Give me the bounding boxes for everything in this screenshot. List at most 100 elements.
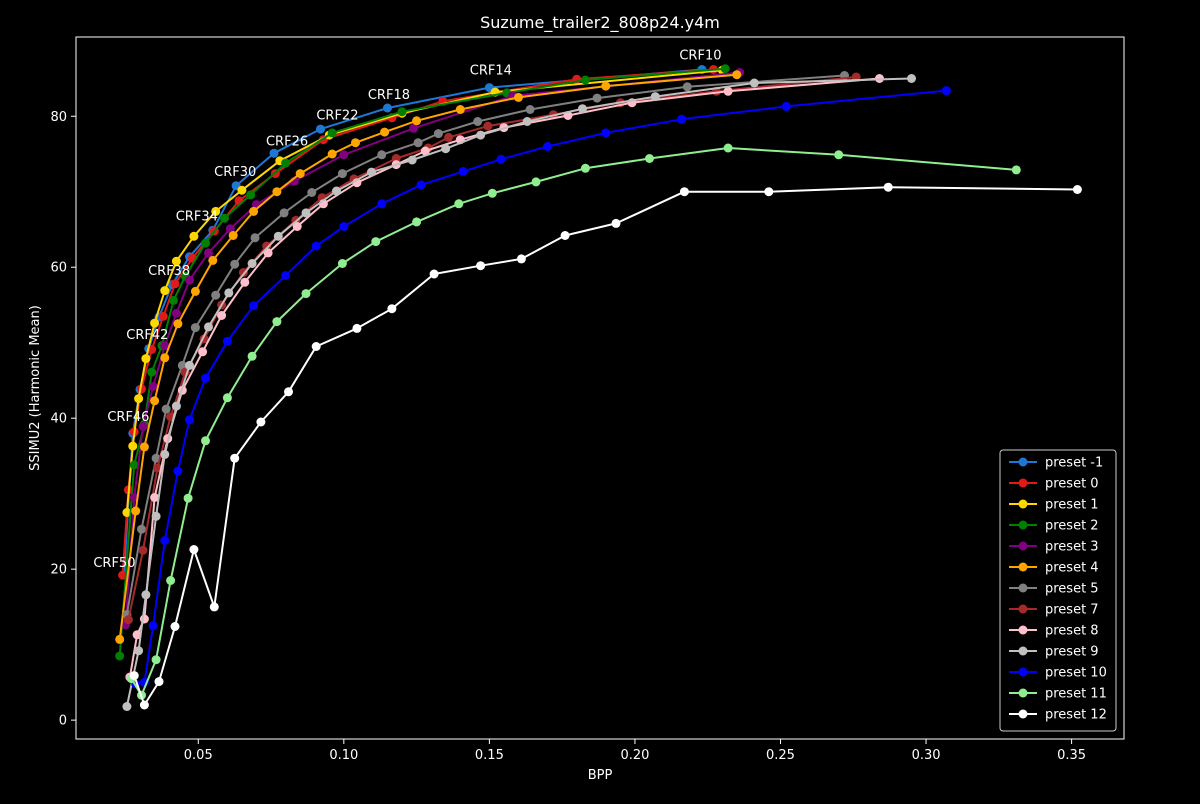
data-point: [941, 86, 951, 96]
data-point: [160, 536, 170, 545]
data-point: [339, 222, 349, 231]
y-tick-label: 20: [50, 563, 67, 578]
y-axis-label: SSIMU2 (Harmonic Mean): [28, 305, 43, 471]
data-point: [284, 387, 293, 397]
legend-label: preset 0: [1045, 477, 1099, 492]
legend-swatch-marker: [1018, 562, 1028, 572]
data-point: [514, 92, 523, 102]
data-point: [122, 702, 132, 711]
legend-swatch-marker: [1018, 520, 1028, 530]
legend-label: preset 8: [1045, 624, 1099, 639]
data-point: [160, 353, 170, 363]
data-point: [150, 493, 160, 502]
legend-label: preset 2: [1045, 519, 1099, 534]
x-tick-label: 0.10: [329, 748, 358, 763]
data-point: [311, 241, 321, 251]
legend-entry: preset 12: [1009, 708, 1107, 723]
legend-swatch-marker: [1018, 646, 1028, 656]
series-preset-4: [115, 70, 742, 644]
data-point: [611, 218, 621, 228]
legend-swatch-marker: [1018, 625, 1028, 635]
data-point: [883, 182, 893, 192]
legend-entry: preset 1: [1009, 498, 1099, 513]
data-point: [295, 169, 305, 179]
data-point: [522, 117, 532, 126]
x-tick-label: 0.20: [620, 748, 649, 763]
data-point: [764, 187, 774, 197]
data-point: [332, 186, 341, 196]
legend-swatch-marker: [1018, 499, 1028, 509]
data-point: [907, 74, 916, 83]
legend-swatch-marker: [1018, 583, 1028, 593]
y-tick-label: 60: [50, 261, 67, 276]
data-point: [139, 614, 149, 624]
data-point: [413, 138, 423, 148]
legend-entry: preset -1: [1009, 456, 1103, 471]
data-point: [256, 417, 266, 427]
data-point: [352, 323, 362, 333]
data-point: [455, 105, 465, 114]
legend-swatch-marker: [1018, 604, 1028, 614]
data-point: [580, 163, 590, 173]
series-line: [127, 76, 857, 620]
data-point: [679, 187, 689, 197]
legend-label: preset 10: [1045, 666, 1107, 681]
legend-entry: preset 9: [1009, 645, 1099, 660]
x-tick-label: 0.15: [475, 748, 504, 763]
legend-entry: preset 2: [1009, 519, 1099, 534]
legend-label: preset 5: [1045, 582, 1099, 597]
data-point: [377, 150, 387, 160]
data-point: [723, 86, 733, 96]
legend-entry: preset 7: [1009, 603, 1099, 618]
data-point: [441, 144, 451, 154]
series-line: [125, 77, 912, 707]
data-point: [173, 466, 183, 476]
data-point: [246, 190, 256, 200]
data-point: [129, 671, 139, 681]
data-point: [132, 630, 142, 640]
y-tick-label: 0: [59, 714, 67, 729]
crf-annotation: CRF10: [679, 49, 721, 64]
data-point: [476, 130, 486, 140]
data-point: [371, 237, 381, 247]
series-line: [125, 74, 845, 615]
data-point: [337, 259, 347, 268]
data-point: [137, 524, 146, 534]
crf-annotation: CRF50: [93, 556, 135, 571]
data-point: [732, 70, 742, 80]
data-point: [249, 301, 259, 311]
data-point: [677, 114, 686, 124]
data-point: [380, 127, 390, 137]
data-point: [250, 233, 260, 243]
axes-frame: [75, 36, 1125, 740]
data-point: [525, 105, 535, 114]
data-point: [682, 82, 692, 92]
data-point: [190, 323, 200, 333]
data-point: [327, 128, 337, 138]
data-point: [387, 304, 397, 314]
data-point: [170, 622, 180, 631]
data-point: [367, 167, 376, 177]
data-point: [272, 187, 282, 197]
data-point: [483, 121, 493, 131]
data-point: [311, 342, 321, 351]
data-point: [301, 208, 311, 218]
data-point: [190, 286, 200, 296]
data-point: [1072, 185, 1082, 194]
crf-annotation: CRF34: [176, 209, 218, 224]
x-axis-label: BPP: [588, 768, 613, 783]
data-point: [147, 367, 157, 377]
data-point: [148, 621, 158, 631]
data-point: [201, 238, 210, 248]
data-point: [154, 677, 164, 687]
data-point: [240, 277, 250, 287]
data-point: [185, 360, 194, 370]
data-point: [433, 129, 443, 139]
data-point: [189, 231, 199, 241]
data-point: [420, 146, 430, 156]
data-point: [131, 506, 141, 516]
data-point: [429, 269, 439, 279]
data-point: [166, 576, 176, 585]
